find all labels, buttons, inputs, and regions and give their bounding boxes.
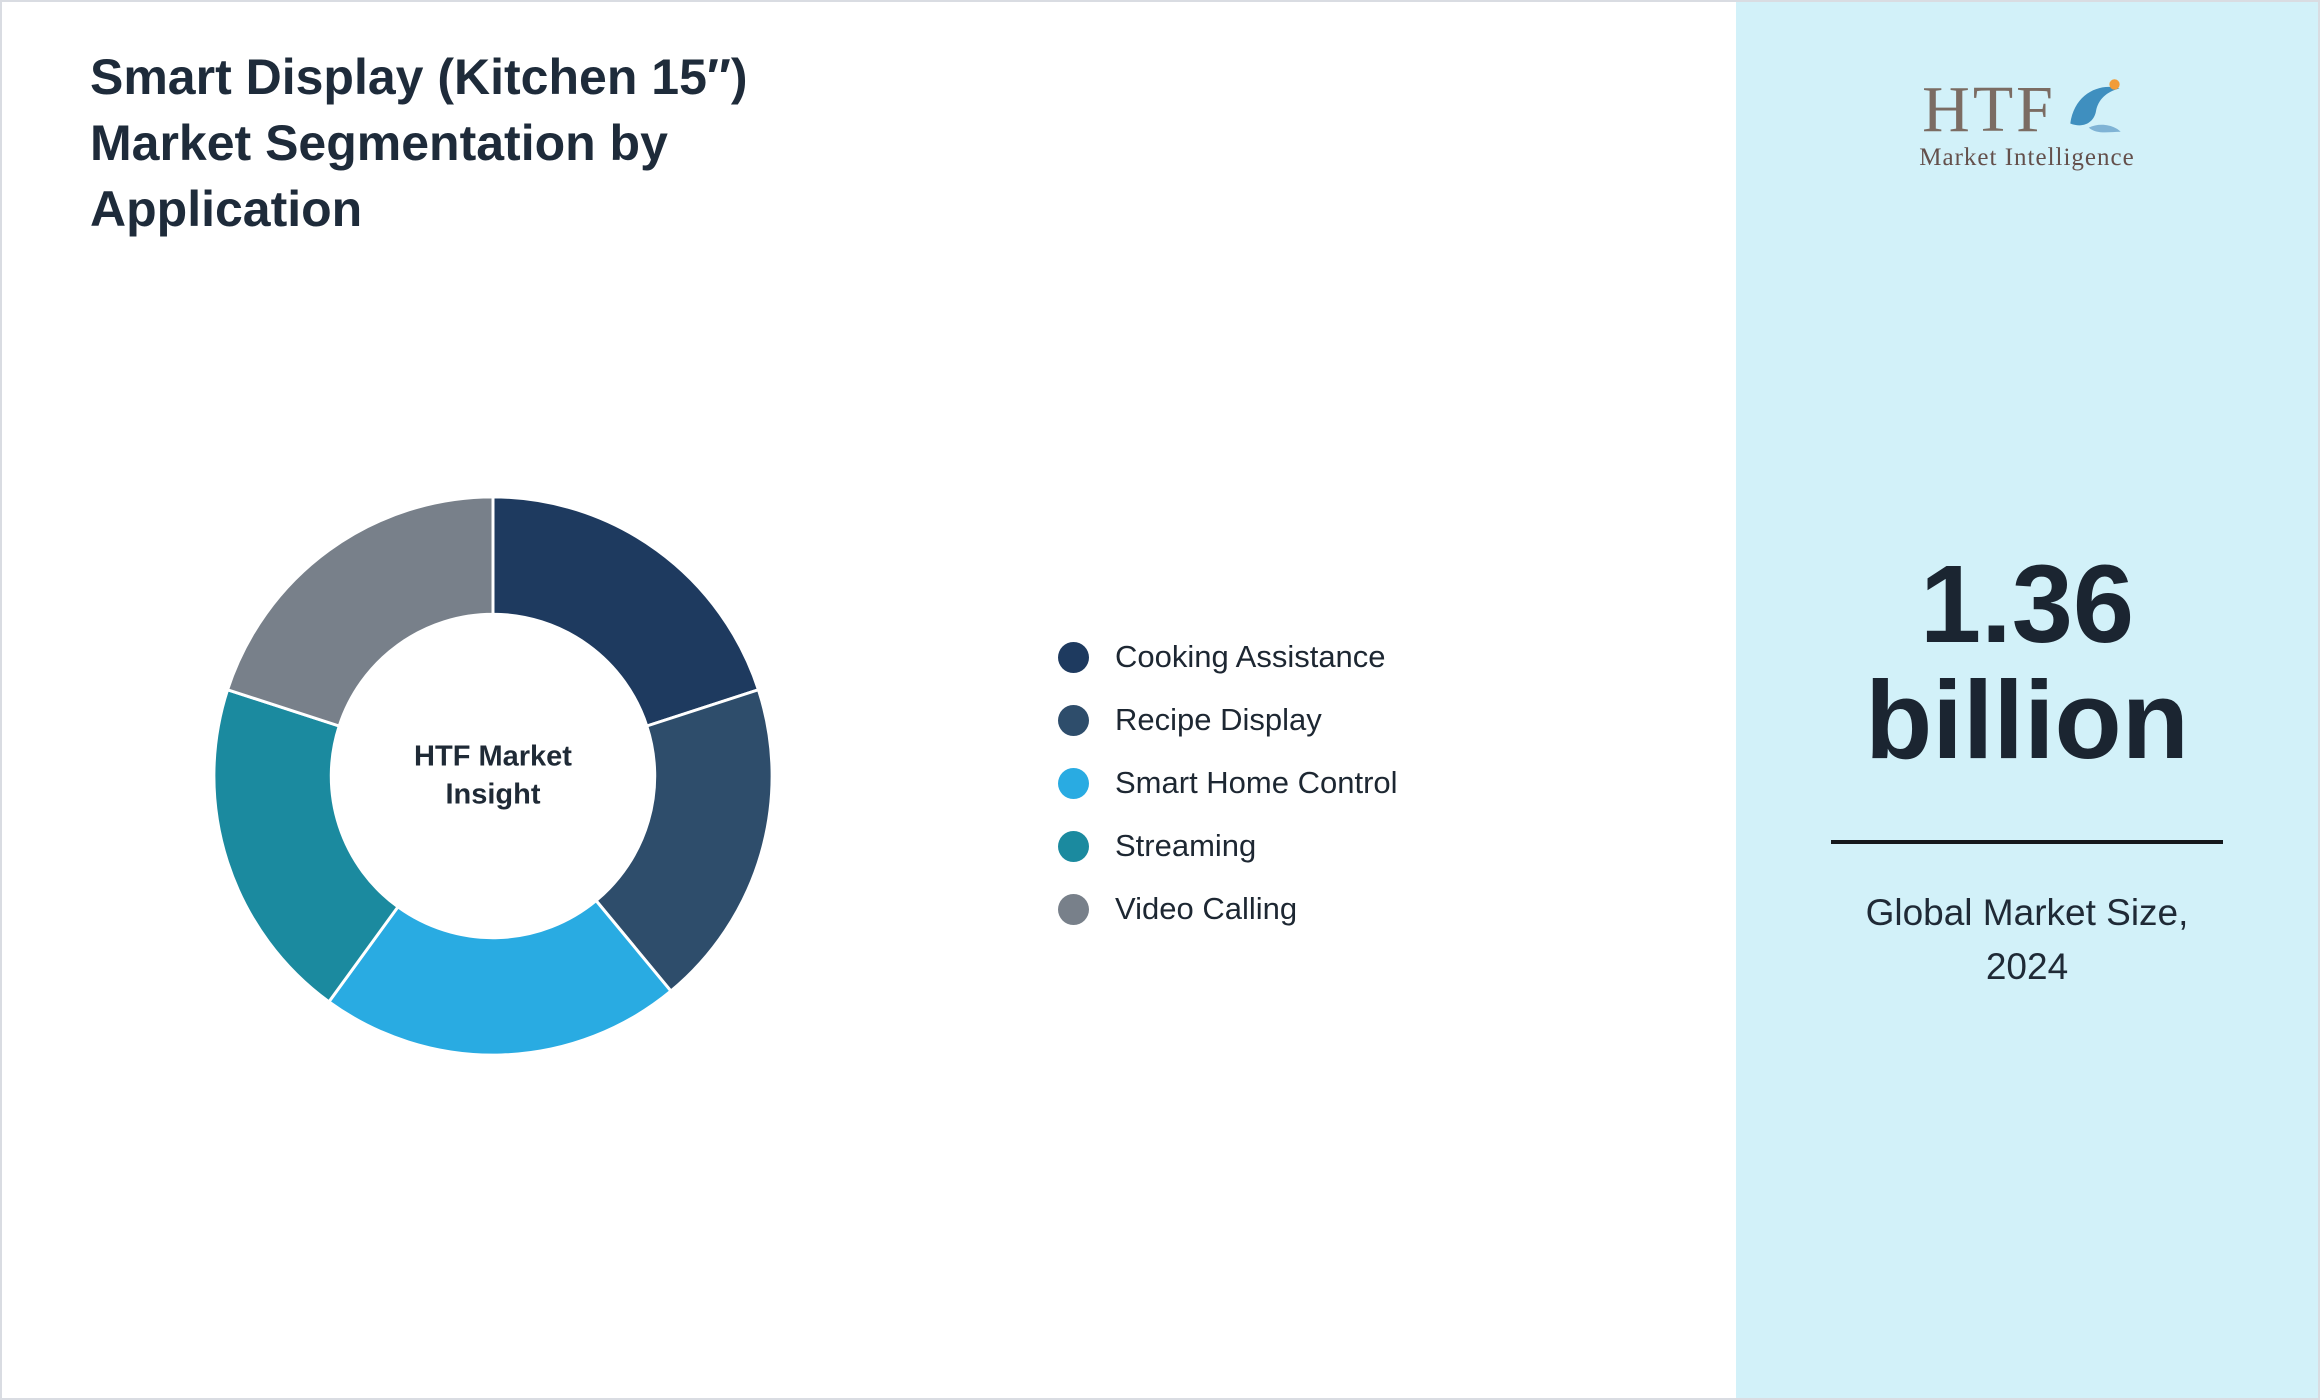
market-size-value: 1.36 billion (1736, 547, 2318, 778)
market-size-panel: HTF Market Intelligence 1.36 billion Glo… (1736, 2, 2318, 1398)
legend-label: Cooking Assistance (1115, 639, 1386, 674)
legend-label: Video Calling (1115, 891, 1298, 926)
legend-item: Recipe Display (1058, 702, 1398, 737)
donut-segment-1 (594, 687, 774, 994)
legend-dot (1058, 893, 1089, 925)
donut-center-label: HTF Market Insight (414, 740, 572, 810)
legend-item: Video Calling (1058, 891, 1398, 926)
dolphin-icon (2070, 79, 2121, 133)
legend-dot (1058, 767, 1089, 799)
legend-label: Recipe Display (1115, 702, 1322, 737)
legend-dot (1058, 830, 1089, 862)
legend-label: Streaming (1115, 828, 1257, 863)
logo-text: HTF (1922, 73, 2056, 146)
market-size-caption: Global Market Size, 2024 (1865, 892, 2189, 987)
legend-dot (1058, 704, 1089, 736)
donut-chart-svg (212, 495, 774, 1057)
legend-label: Smart Home Control (1115, 765, 1398, 800)
market-size: 1.36 billion Global Market Size, 2024 (1736, 547, 2318, 993)
legend-item: Cooking Assistance (1058, 639, 1398, 674)
donut-segment-3 (212, 687, 400, 1004)
logo-row: HTF (1736, 72, 2318, 148)
legend-item: Smart Home Control (1058, 765, 1398, 800)
legend-item: Streaming (1058, 828, 1398, 863)
htf-logo: HTF Market Intelligence (1736, 72, 2318, 172)
divider-line (1831, 840, 2223, 844)
donut-chart: HTF Market Insight (207, 490, 779, 1062)
donut-segment-2 (326, 898, 673, 1057)
donut-segment-4 (225, 495, 495, 728)
page-title: Smart Display (Kitchen 15″) Market Segme… (90, 49, 748, 237)
donut-segment-0 (491, 495, 761, 728)
market-size-number: 1.36 (1919, 543, 2135, 666)
chart-legend: Cooking Assistance Recipe Display Smart Ho… (1058, 639, 1398, 926)
legend-dot (1058, 641, 1089, 673)
logo-subtext: Market Intelligence (1919, 144, 2135, 171)
market-size-unit: billion (1865, 658, 2189, 782)
